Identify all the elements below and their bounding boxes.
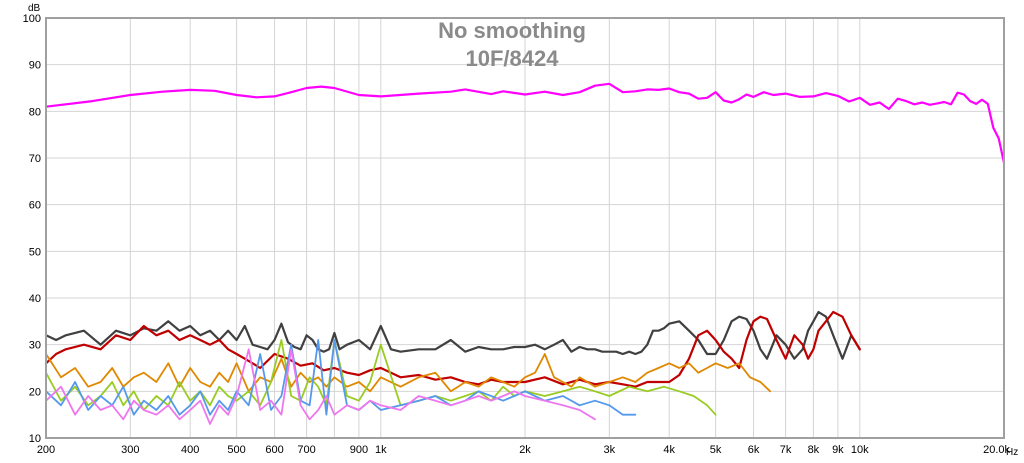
x-axis-label: Hz xyxy=(1006,447,1018,458)
series-line-1 xyxy=(44,82,1006,164)
series-line-2 xyxy=(44,310,861,360)
axes: 10 20 30 40 50 60 70 80 90 100 200 300 400 500 600 700 9… xyxy=(23,13,1011,456)
series-lines xyxy=(44,82,1006,425)
x-tick-label: 8k xyxy=(808,444,820,456)
plot-frame xyxy=(45,17,1005,439)
chart-subtitle: 10F/8424 xyxy=(466,46,560,71)
x-tick-label: 20.0k xyxy=(983,444,1010,456)
x-tick-label: 5k xyxy=(710,444,722,456)
y-tick-label: 80 xyxy=(29,106,41,118)
y-axis-label: dB xyxy=(28,3,41,14)
x-tick-label: 200 xyxy=(37,444,55,456)
x-tick-label: 2k xyxy=(519,444,531,456)
x-tick-label: 700 xyxy=(297,444,315,456)
y-tick-label: 90 xyxy=(29,60,41,72)
x-tick-label: 6k xyxy=(748,444,760,456)
y-tick-label: 20 xyxy=(29,386,41,398)
y-tick-label: 60 xyxy=(29,200,41,212)
x-tick-label: 3k xyxy=(604,444,616,456)
x-tick-label: 9k xyxy=(832,444,844,456)
y-tick-label: 10 xyxy=(29,433,41,445)
x-tick-label: 900 xyxy=(350,444,368,456)
y-tick-label: 40 xyxy=(29,293,41,305)
x-tick-label: 300 xyxy=(121,444,139,456)
chart-title: No smoothing xyxy=(438,18,586,43)
x-tick-label: 1k xyxy=(375,444,387,456)
y-tick-label: 30 xyxy=(29,340,41,352)
x-tick-label: 7k xyxy=(780,444,792,456)
x-tick-label: 600 xyxy=(265,444,283,456)
series-line-7 xyxy=(45,348,596,425)
y-tick-label: 50 xyxy=(29,246,41,258)
x-tick-label: 10k xyxy=(851,444,869,456)
series-line-6 xyxy=(45,339,637,416)
y-tick-label: 70 xyxy=(29,153,41,165)
x-tick-label: 400 xyxy=(181,444,199,456)
y-tick-label: 100 xyxy=(23,13,41,25)
x-tick-label: 500 xyxy=(227,444,245,456)
series-line-3 xyxy=(44,310,861,388)
x-tick-label: 4k xyxy=(663,444,675,456)
grid xyxy=(45,17,1005,439)
